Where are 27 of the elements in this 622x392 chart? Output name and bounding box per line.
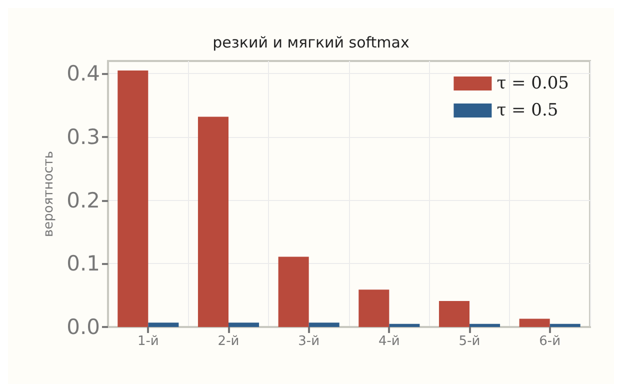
bar <box>148 322 179 327</box>
bar <box>519 318 550 327</box>
bar <box>308 322 340 327</box>
chart-title: резкий и мягкий softmax <box>212 34 410 52</box>
bar <box>438 301 470 327</box>
y-tick-label: 0.2 <box>66 188 100 212</box>
y-tick-label: 0.4 <box>66 62 100 86</box>
bar <box>198 116 228 327</box>
x-tick-label: 5-й <box>458 334 480 349</box>
x-tick-label: 4-й <box>378 334 400 349</box>
legend-label: τ = 0.5 <box>496 100 558 120</box>
bar <box>118 70 148 327</box>
bar <box>278 256 309 327</box>
bar <box>550 324 580 327</box>
y-tick-label: 0.3 <box>66 125 100 149</box>
bar <box>228 322 260 327</box>
y-tick-label: 0.1 <box>66 252 100 276</box>
x-tick-label: 6-й <box>539 334 561 349</box>
bar <box>470 324 500 327</box>
legend-label: τ = 0.05 <box>496 74 570 94</box>
bar <box>389 324 420 327</box>
y-tick-label: 0.0 <box>66 315 100 339</box>
x-tick-label: 3-й <box>298 334 320 349</box>
bar <box>358 290 390 327</box>
x-tick-label: 1-й <box>137 334 159 349</box>
x-tick-label: 2-й <box>218 334 240 349</box>
y-axis-title: вероятность <box>42 150 57 238</box>
